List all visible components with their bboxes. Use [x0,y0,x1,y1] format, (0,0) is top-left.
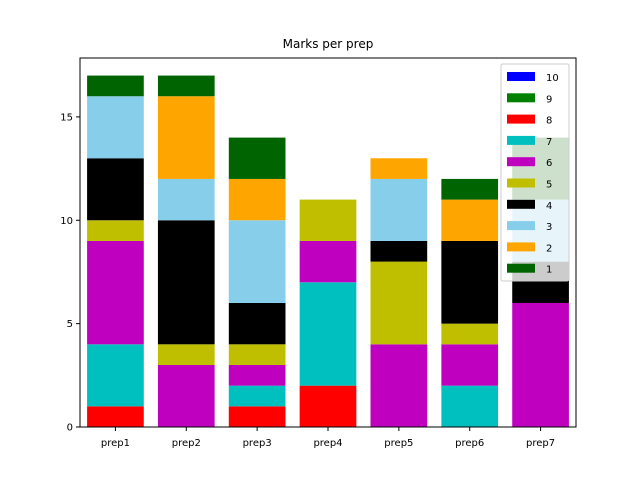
bar-segment-prep3-mark-4 [228,302,286,345]
legend-label-8: 8 [546,116,552,127]
y-tick-label-0: 0 [67,423,73,434]
legend-label-6: 6 [546,158,552,169]
bar-segment-prep4-mark-5 [299,199,357,241]
bar-segment-prep2-mark-3 [157,178,215,221]
legend-label-7: 7 [546,137,552,148]
bar-segment-prep1-mark-6 [87,240,144,345]
legend-label-2: 2 [546,243,552,254]
bar-segment-prep5-mark-3 [370,178,428,241]
y-tick-label-10: 10 [60,216,73,227]
legend-label-9: 9 [546,94,552,105]
bar-segment-prep6-mark-1 [441,178,499,200]
legend-swatch-3 [507,221,535,231]
bar-segment-prep6-mark-2 [441,199,499,241]
x-tick-label-prep3: prep3 [243,438,272,449]
bar-segment-prep2-mark-1 [157,75,215,97]
bar-segment-prep4-mark-6 [299,240,357,283]
legend-label-1: 1 [546,265,552,276]
legend-swatch-1 [507,263,535,273]
legend-label-10: 10 [546,73,559,84]
bar-segment-prep3-mark-6 [228,364,286,386]
bar-segment-prep5-mark-4 [370,240,428,262]
bar-segment-prep6-mark-6 [441,344,499,386]
x-tick-label-prep5: prep5 [384,438,413,449]
bar-segment-prep2-mark-4 [157,220,215,345]
bar-segment-prep2-mark-2 [157,96,215,179]
bar-segment-prep6-mark-5 [441,323,499,345]
x-tick-label-prep2: prep2 [172,438,201,449]
x-tick-label-prep7: prep7 [526,438,555,449]
legend-swatch-7 [507,135,535,145]
bar-segment-prep7-mark-6 [512,302,569,427]
legend-swatch-6 [507,157,535,167]
bar-segment-prep1-mark-8 [87,406,144,427]
bar-segment-prep3-mark-3 [228,220,286,303]
bar-segment-prep3-mark-8 [228,406,286,427]
bar-segment-prep6-mark-7 [441,385,499,427]
legend-label-4: 4 [546,201,552,212]
legend-swatch-10 [507,72,535,81]
bar-segment-prep5-mark-6 [370,344,428,427]
legend-swatch-4 [507,199,535,209]
bar-segment-prep4-mark-8 [299,385,357,427]
bar-segment-prep4-mark-7 [299,282,357,386]
bar-segment-prep1-mark-7 [87,344,144,407]
legend-label-5: 5 [546,180,552,191]
bar-segment-prep2-mark-6 [157,364,215,427]
x-tick-label-prep6: prep6 [455,438,484,449]
x-tick-label-prep4: prep4 [313,438,342,449]
bar-segment-prep5-mark-5 [370,261,428,345]
legend-swatch-5 [507,178,535,188]
bar-segment-prep3-mark-7 [228,385,286,407]
chart-title: Marks per prep [283,37,374,51]
x-tick-label-prep1: prep1 [101,438,130,449]
bar-segment-prep1-mark-4 [87,158,144,221]
y-tick-label-15: 15 [60,112,73,123]
bar-segment-prep1-mark-5 [87,220,144,241]
bar-segment-prep3-mark-1 [228,137,286,179]
bar-segment-prep2-mark-5 [157,344,215,365]
bar-segment-prep1-mark-3 [87,96,144,159]
bar-segment-prep1-mark-1 [87,75,144,97]
y-tick-label-5: 5 [67,319,73,330]
legend: 10 9 8 7 6 5 4 3 2 1 [500,63,570,282]
legend-swatch-8 [507,114,535,124]
legend-swatch-2 [507,242,535,252]
legend-label-3: 3 [546,222,552,233]
bar-segment-prep3-mark-2 [228,178,286,221]
bar-segment-prep6-mark-4 [441,240,499,324]
bar-segment-prep3-mark-5 [228,344,286,365]
bar-segment-prep5-mark-2 [370,158,428,179]
legend-swatch-9 [507,93,535,103]
